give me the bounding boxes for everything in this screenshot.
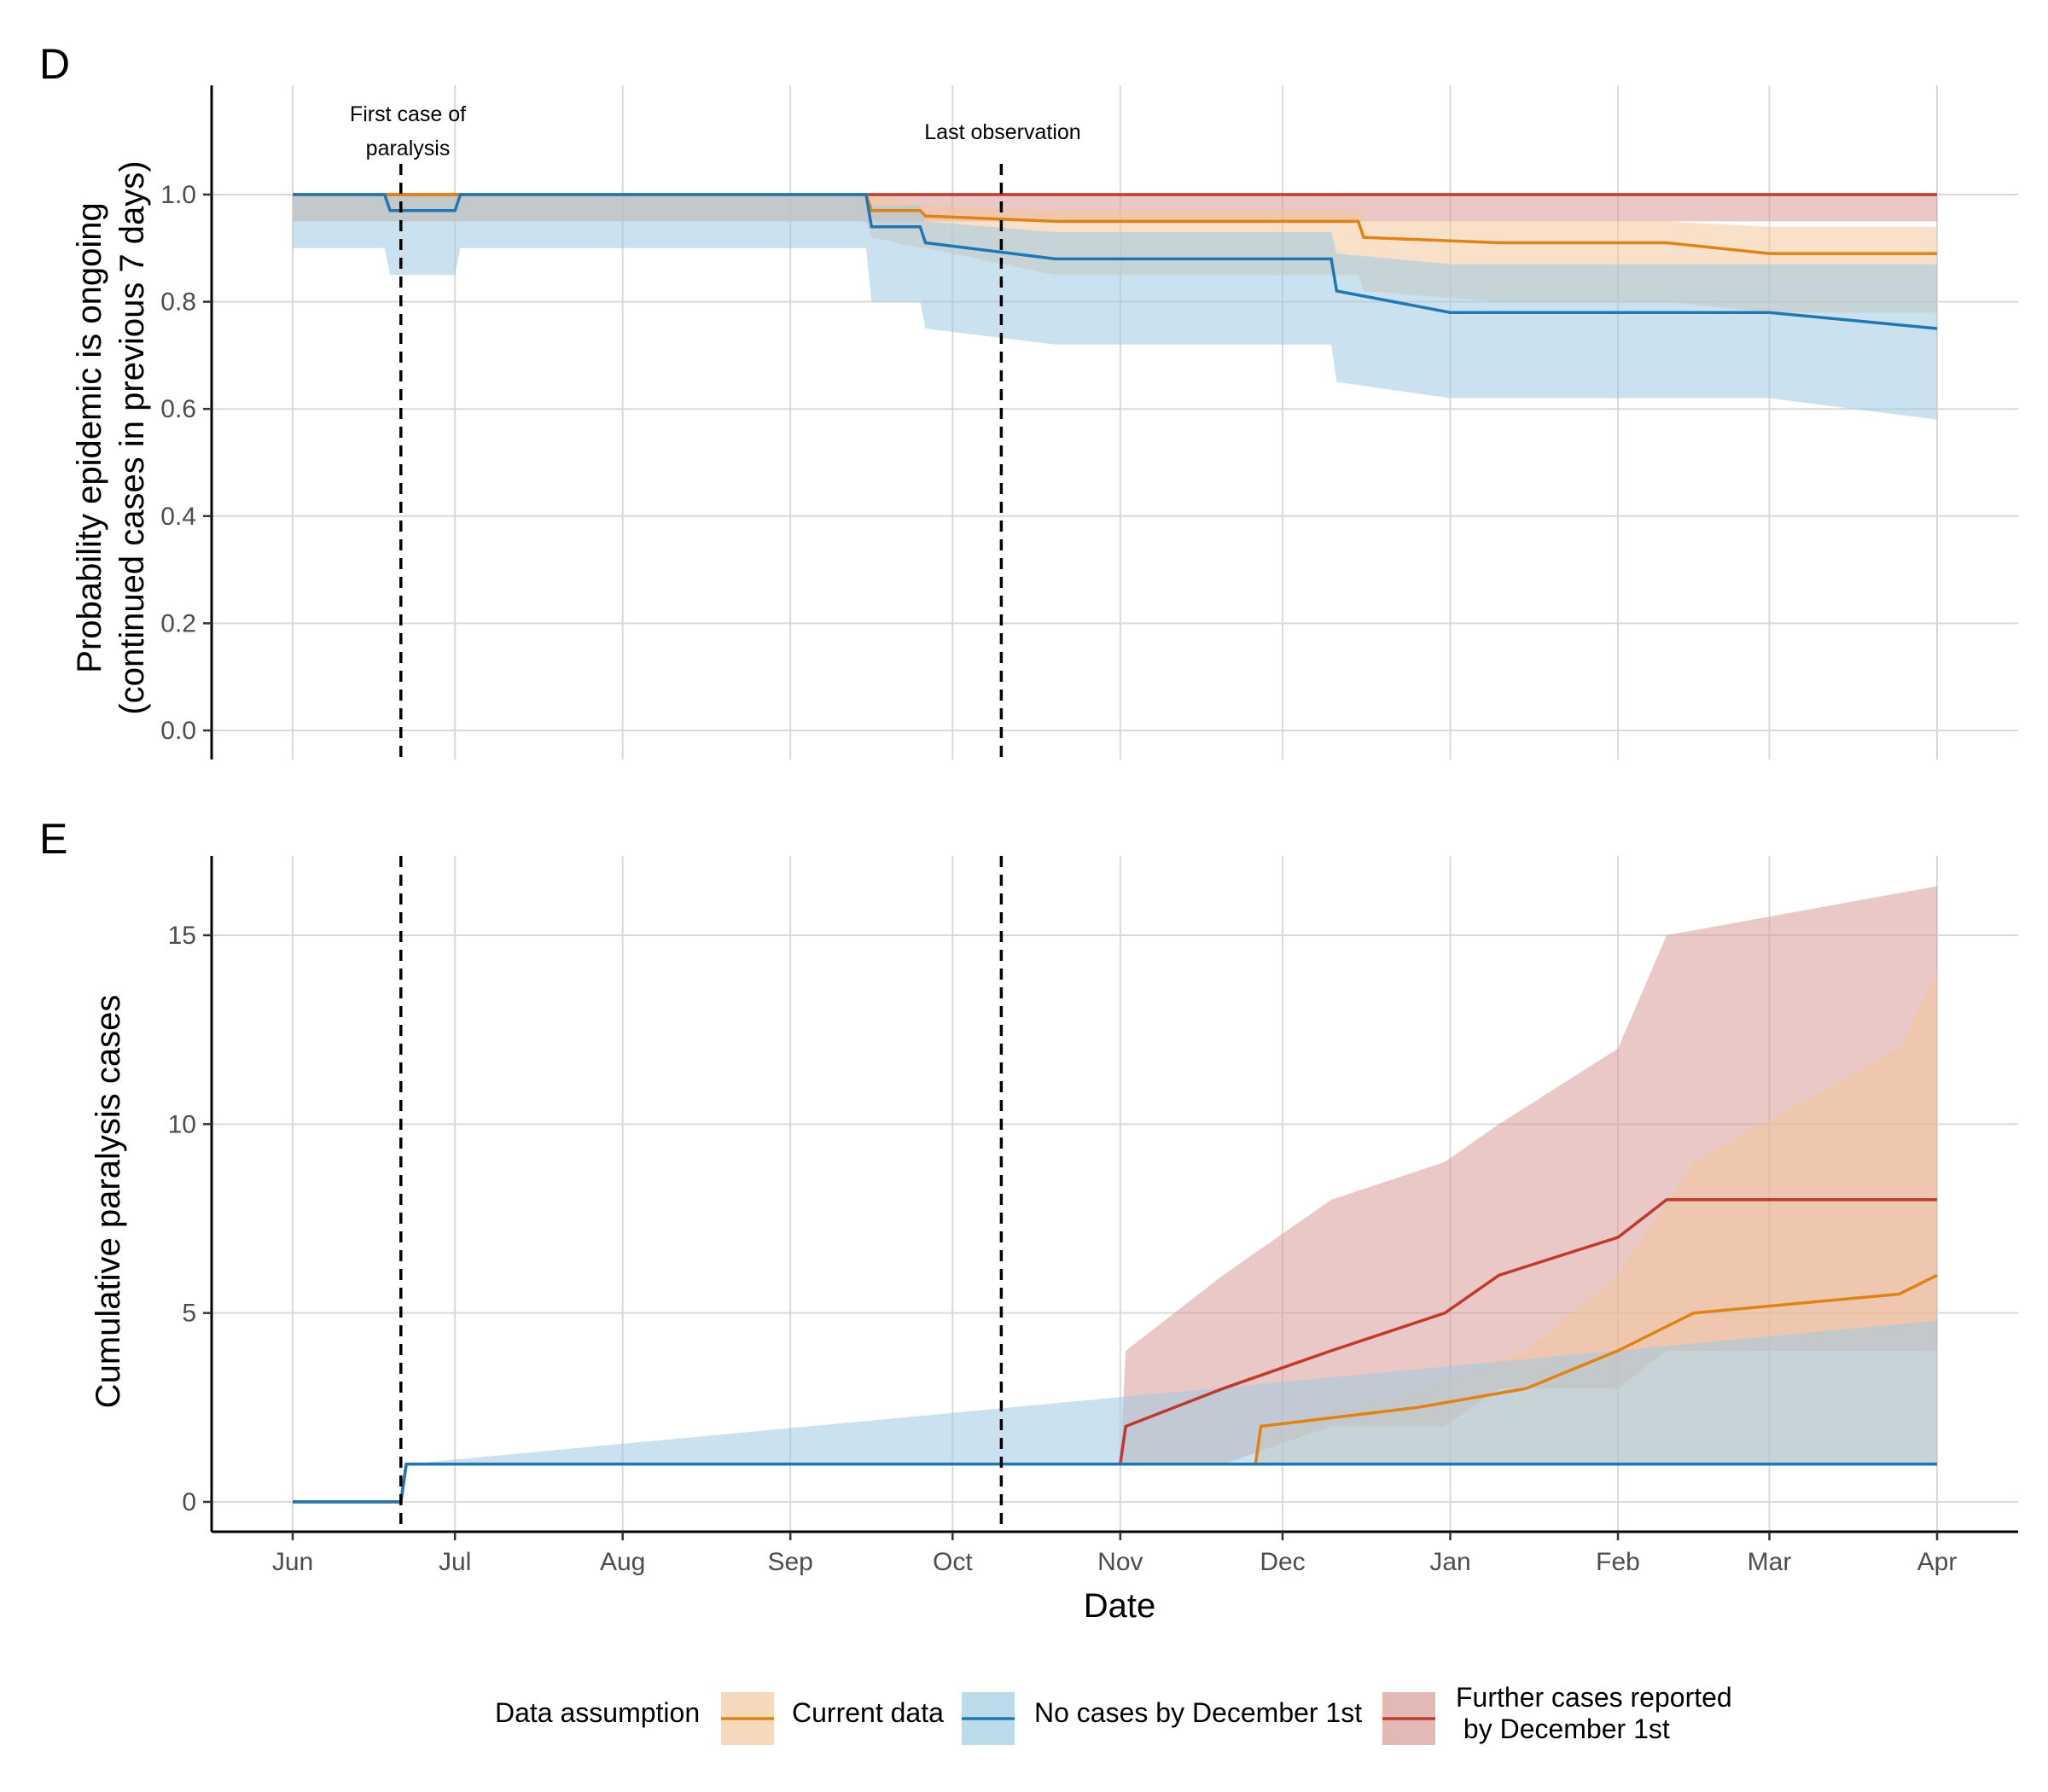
legend: Data assumption Current data No cases by… <box>495 1682 1732 1745</box>
panel-letter-d: D <box>39 40 70 88</box>
grid-d <box>212 85 2018 759</box>
x-tick-label-dec: Dec <box>1260 1548 1305 1576</box>
legend-label-further-cases-line2: by December 1st <box>1456 1713 1670 1744</box>
reference-lines-e <box>399 856 1004 1532</box>
panel-e: E 0 5 10 15 Jun Jul Aug Sep Oct Nov Dec Jan Feb Mar A… <box>39 815 2018 1625</box>
lines-d <box>293 193 1938 330</box>
x-tick-label-oct: Oct <box>933 1548 973 1576</box>
y-tick-label-1: 5 <box>182 1300 196 1328</box>
y-tick-label-4: 0.8 <box>160 288 196 317</box>
reference-lines-d <box>399 164 1004 759</box>
series-line-current-data <box>293 193 1937 255</box>
y-tick-label-2: 10 <box>168 1110 196 1138</box>
y-axis-title-e: Cumulative paralysis cases <box>90 995 127 1409</box>
y-ticks-d: 0.0 0.2 0.4 0.6 0.8 1.0 <box>160 181 212 745</box>
x-tick-label-jul: Jul <box>439 1548 471 1576</box>
y-tick-label-5: 1.0 <box>160 181 196 209</box>
legend-title: Data assumption <box>495 1697 700 1728</box>
x-tick-label-jan: Jan <box>1429 1548 1470 1576</box>
y-tick-label-2: 0.4 <box>160 503 196 531</box>
x-tick-label-apr: Apr <box>1917 1548 1958 1576</box>
y-tick-label-0: 0 <box>182 1488 196 1516</box>
lines-e <box>293 1198 1938 1504</box>
series-line-no-cases-by-december-1st <box>293 1462 1937 1504</box>
x-tick-label-mar: Mar <box>1748 1548 1792 1576</box>
x-tick-label-nov: Nov <box>1097 1548 1143 1576</box>
ribbons-e <box>293 886 1937 1502</box>
panel-letter-e: E <box>39 815 67 863</box>
y-axis-title-d-line2: (continued cases in previous 7 days) <box>113 160 151 714</box>
y-tick-label-3: 15 <box>168 922 196 950</box>
ribbon-further-cases-reported-by-december-1st <box>293 886 1937 1502</box>
x-tick-label-feb: Feb <box>1596 1548 1640 1576</box>
annotation-first-case-line2: paralysis <box>366 137 451 160</box>
annotation-last-observation: Last observation <box>924 120 1080 144</box>
series-line-no-cases-by-december-1st <box>293 193 1938 330</box>
y-tick-label-3: 0.6 <box>160 395 196 423</box>
x-tick-label-aug: Aug <box>600 1548 645 1576</box>
panel-d: D 0.0 0.2 0.4 0.6 0.8 1.0 First case of paral… <box>39 40 2018 759</box>
y-tick-label-1: 0.2 <box>160 609 196 637</box>
axes-e <box>210 856 2018 1533</box>
ribbon-no-cases-by-december-1st <box>293 195 1937 420</box>
annotation-first-case-line1: First case of <box>350 102 466 126</box>
legend-label-current-data: Current data <box>792 1697 944 1728</box>
x-tick-label-jun: Jun <box>272 1548 313 1576</box>
y-axis-title-d-line1: Probability epidemic is ongoing <box>71 202 108 672</box>
x-ticks-e: Jun Jul Aug Sep Oct Nov Dec Jan Feb Mar Apr <box>272 1532 1958 1576</box>
legend-label-further-cases-line1: Further cases reported <box>1456 1682 1732 1713</box>
ribbon-no-cases-by-december-1st <box>293 1320 1937 1502</box>
y-tick-label-0: 0.0 <box>160 717 196 745</box>
x-tick-label-sep: Sep <box>767 1548 812 1576</box>
y-ticks-e: 0 5 10 15 <box>168 922 212 1516</box>
x-axis-title: Date <box>1084 1587 1156 1625</box>
legend-label-no-cases: No cases by December 1st <box>1034 1697 1362 1728</box>
ribbons-d <box>293 195 1937 420</box>
